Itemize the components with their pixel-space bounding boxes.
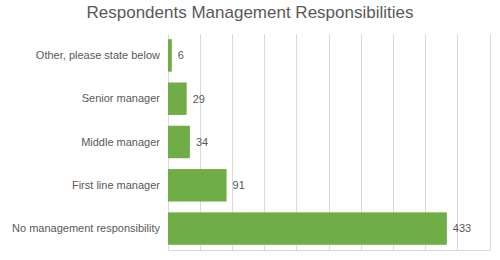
y-axis: Other, please state below Senior manager M… — [12, 35, 168, 251]
y-tick: First line manager — [72, 179, 168, 191]
data-label: 91 — [233, 179, 245, 191]
data-labels: 6 29 34 91 433 — [178, 49, 471, 234]
grid-line — [490, 34, 491, 250]
chart-title: Respondents Management Responsibilities — [87, 3, 414, 22]
grid-line — [457, 34, 458, 250]
y-tick: Middle manager — [81, 136, 168, 148]
category-label: Middle manager — [81, 136, 160, 148]
bar — [168, 39, 172, 71]
x-axis-line — [169, 250, 491, 251]
bar — [168, 212, 447, 244]
bar — [168, 82, 187, 114]
category-label: First line manager — [72, 179, 160, 191]
data-label: 6 — [178, 49, 184, 61]
y-tick: Other, please state below — [36, 49, 168, 61]
category-label: No management responsibility — [12, 222, 160, 234]
bar — [168, 169, 227, 201]
bars — [168, 39, 447, 245]
category-label: Other, please state below — [36, 49, 160, 61]
data-label: 29 — [193, 93, 205, 105]
y-tick: Senior manager — [82, 92, 168, 104]
chart: Respondents Management Responsibilities O… — [0, 0, 500, 260]
data-label: 34 — [196, 136, 208, 148]
category-label: Senior manager — [82, 92, 161, 104]
grid — [168, 34, 490, 250]
bar — [168, 126, 190, 158]
data-label: 433 — [453, 222, 471, 234]
x-axis — [169, 250, 491, 252]
y-tick: No management responsibility — [12, 222, 168, 234]
plot: Other, please state below Senior manager M… — [12, 34, 490, 251]
